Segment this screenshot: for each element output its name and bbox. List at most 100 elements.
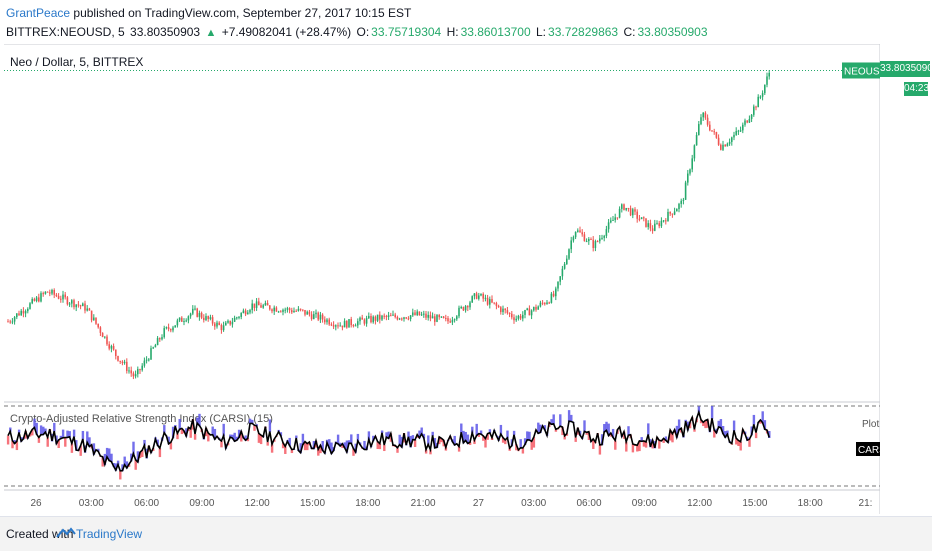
candle xyxy=(128,366,130,374)
carsi-fill-bar xyxy=(442,440,445,447)
carsi-fill-bar xyxy=(484,438,487,448)
carsi-fill-bar xyxy=(136,451,140,463)
candle xyxy=(649,219,652,232)
carsi-fill-bar xyxy=(761,411,764,424)
candle xyxy=(170,328,172,333)
candle xyxy=(442,316,445,319)
carsi-fill-bar xyxy=(97,448,100,452)
carsi-fill-bar xyxy=(288,437,291,447)
carsi-fill-bar xyxy=(763,420,767,430)
candle xyxy=(27,307,29,314)
candle xyxy=(189,312,192,319)
candle xyxy=(515,315,517,322)
carsi-fill-bar xyxy=(471,426,474,434)
carsi-fill-bar xyxy=(121,464,124,472)
carsi-fill-bar xyxy=(301,433,305,446)
carsi-fill-bar xyxy=(132,441,135,455)
candle xyxy=(350,316,352,328)
carsi-fill-bar xyxy=(380,430,384,434)
carsi-fill-bar xyxy=(134,459,137,470)
tradingview-link[interactable]: TradingView xyxy=(76,527,143,541)
carsi-fill-bar xyxy=(17,429,21,433)
carsi-fill-bar xyxy=(398,434,401,446)
chart-frame[interactable]: Neo / Dollar, 5, BITTREX Crypto-Adjusted… xyxy=(4,43,932,514)
carsi-fill-bar xyxy=(605,421,608,431)
carsi-fill-bar xyxy=(330,442,333,455)
carsi-fill-bar xyxy=(466,434,470,445)
time-tick-label: 03:00 xyxy=(521,498,546,509)
candle xyxy=(453,318,456,323)
candle xyxy=(258,297,260,306)
candle xyxy=(467,305,469,312)
candle xyxy=(471,295,473,303)
carsi-fill-bar xyxy=(103,453,107,465)
candle xyxy=(671,213,674,218)
carsi-fill-bar xyxy=(11,440,14,449)
carsi-fill-bar xyxy=(539,424,542,433)
candle xyxy=(563,262,566,270)
carsi-fill-bar xyxy=(31,429,34,436)
candle xyxy=(62,290,64,303)
candle xyxy=(115,349,117,360)
candle xyxy=(381,314,383,321)
carsi-fill-bar xyxy=(176,433,179,440)
candle xyxy=(280,310,282,313)
carsi-fill-bar xyxy=(464,431,467,441)
candle xyxy=(574,231,577,240)
candle xyxy=(99,326,102,337)
carsi-fill-bar xyxy=(130,453,133,462)
carsi-fill-bar xyxy=(156,439,159,446)
countdown-overlay: 04:23 xyxy=(904,82,929,96)
candle xyxy=(359,316,361,325)
candle xyxy=(174,325,176,328)
carsi-fill-bar xyxy=(638,440,641,452)
carsi-fill-bar xyxy=(35,422,38,435)
candle xyxy=(29,302,31,310)
candle xyxy=(16,313,18,320)
carsi-fill-bar xyxy=(259,435,263,445)
candle xyxy=(590,237,592,241)
candle xyxy=(577,228,579,233)
carsi-fill-bar xyxy=(266,441,269,446)
candle xyxy=(288,307,291,314)
time-tick-label: 21:00 xyxy=(411,498,436,509)
low-value: 33.72829863 xyxy=(548,25,619,39)
candle xyxy=(251,299,253,314)
candle xyxy=(198,310,201,321)
carsi-fill-bar xyxy=(710,406,714,419)
time-axis[interactable]: 26 03:00 06:00 09:00 12:00 15:00 18:00 21:00 27 0… xyxy=(30,498,872,509)
candle xyxy=(154,343,157,348)
carsi-fill-bar xyxy=(211,426,214,436)
chart-svg[interactable]: Neo / Dollar, 5, BITTREX Crypto-Adjusted… xyxy=(4,43,932,514)
candle xyxy=(632,207,634,219)
carsi-fill-bar xyxy=(92,443,96,455)
time-tick-label: 26 xyxy=(30,498,42,509)
carsi-fill-bar xyxy=(356,433,360,442)
author-link[interactable]: GrantPeace xyxy=(6,6,71,20)
candle xyxy=(291,307,293,314)
candle xyxy=(506,306,509,315)
carsi-fill-bar xyxy=(387,431,390,439)
candle xyxy=(159,337,161,342)
candle xyxy=(462,306,465,311)
carsi-fill-bar xyxy=(306,443,309,451)
carsi-fill-bar xyxy=(719,419,723,429)
carsi-fill-bar xyxy=(178,418,181,430)
carsi-fill-bar xyxy=(598,444,602,455)
open-label: O: xyxy=(356,25,370,39)
carsi-fill-bar xyxy=(662,438,665,443)
candle xyxy=(603,234,605,242)
carsi-fill-bar xyxy=(268,419,272,433)
candle xyxy=(660,217,663,228)
carsi-fill-bar xyxy=(42,426,45,436)
carsi-fill-bar xyxy=(235,436,239,441)
carsi-fill-bar xyxy=(424,449,428,454)
time-tick-label: 03:00 xyxy=(79,498,104,509)
candle xyxy=(308,309,311,317)
time-tick-label: 06:00 xyxy=(576,498,601,509)
candle xyxy=(530,309,533,320)
candle xyxy=(768,70,770,80)
carsi-fill-bar xyxy=(532,437,536,448)
candle xyxy=(238,315,240,320)
candle xyxy=(49,289,51,297)
